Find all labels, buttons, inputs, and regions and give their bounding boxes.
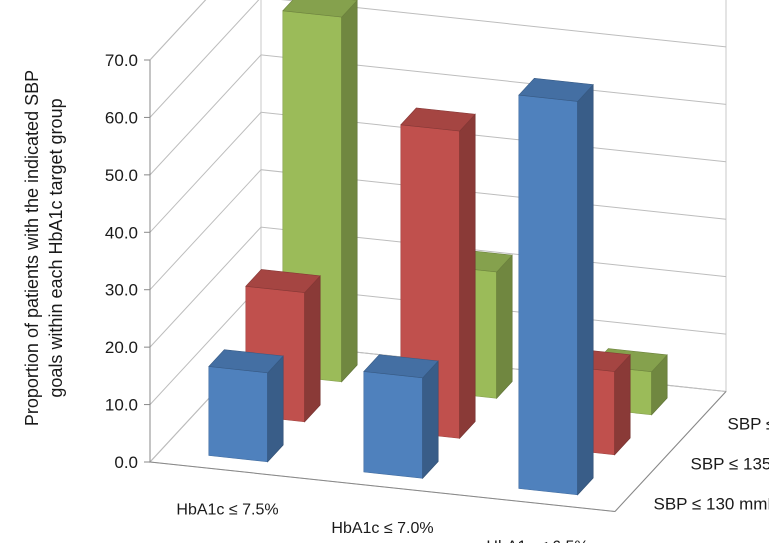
- y-tick-label: 0.0: [114, 453, 138, 472]
- bars: [208, 0, 668, 496]
- x-axis-line: [149, 461, 616, 512]
- series-label: SBP ≤ 135 mmHg: [691, 455, 769, 474]
- y-axis-title-line-2: goals within each HbA1c target group: [46, 98, 66, 397]
- x-tick-label: HbA1c ≤ 7.5%: [176, 501, 278, 518]
- bar-side-face: [577, 83, 594, 496]
- bar: [208, 349, 284, 463]
- bar-top-face: [400, 107, 476, 132]
- y-tick-label: 50.0: [105, 166, 138, 185]
- y-tick-label: 70.0: [105, 51, 138, 70]
- bar-top-face: [282, 0, 358, 18]
- bar-top-face: [518, 77, 594, 102]
- bar-side-face: [304, 275, 321, 423]
- y-tick-label: 20.0: [105, 338, 138, 357]
- bar-side-face: [267, 355, 284, 463]
- bar-side-face: [341, 0, 358, 383]
- bar-top-face: [208, 349, 284, 374]
- y-tick-label: 60.0: [105, 108, 138, 127]
- y-tick-label: 40.0: [105, 223, 138, 242]
- gridline: [149, 0, 727, 118]
- labels: 0.0 10.0 20.0 30.0 40.0 50.0 60.0 70.0 HbA1c ≤ 7…: [105, 51, 769, 543]
- bar-top-face: [363, 354, 439, 379]
- bar-front-face: [518, 94, 579, 496]
- y-tick-label: 30.0: [105, 281, 138, 300]
- bar-side-face: [614, 353, 631, 456]
- gridline: [149, 0, 207, 61]
- x-tick-label: HbA1c ≤ 6.5%: [486, 538, 588, 543]
- bar-side-face: [422, 360, 439, 480]
- y-tick-label: 10.0: [105, 396, 138, 415]
- bar-side-face: [459, 113, 476, 440]
- bar-side-face: [496, 254, 513, 400]
- y-axis-title-line-1: Proportion of patients with the indicate…: [22, 70, 42, 426]
- bar: [518, 77, 594, 496]
- bar-front-face: [208, 366, 269, 463]
- bar: [363, 354, 439, 480]
- series-label: SBP ≤ 140 mmHg: [728, 415, 769, 434]
- series-label: SBP ≤ 130 mmHg: [654, 495, 769, 514]
- bar-front-face: [363, 371, 424, 479]
- depth-axis-line: [614, 391, 727, 512]
- x-tick-label: HbA1c ≤ 7.0%: [331, 520, 433, 537]
- bar-top-face: [245, 269, 321, 293]
